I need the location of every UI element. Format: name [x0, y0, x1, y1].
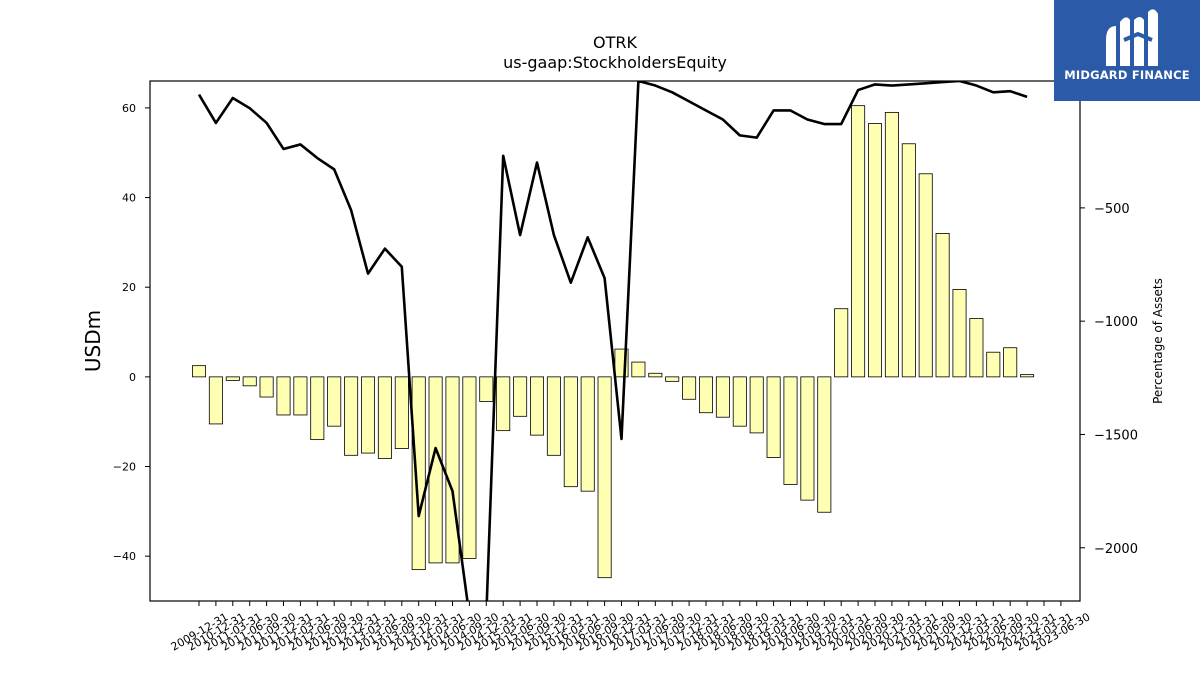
bar-2020-12-31	[884, 111, 899, 378]
bar-2011-06-30	[242, 376, 257, 387]
bar-2016-09-30	[597, 376, 612, 579]
bar-2015-12-31	[546, 376, 561, 456]
chart-subtitle: us-gaap:StockholdersEquity	[503, 53, 727, 72]
line-series	[197, 81, 1028, 601]
y2-tick-label: −2000	[1094, 542, 1138, 557]
bar-2022-09-30	[1003, 347, 1018, 378]
bar-2021-09-30	[935, 233, 950, 378]
bar-2012-12-31	[344, 376, 359, 456]
bar-2019-03-31	[766, 376, 781, 458]
bar-2020-03-31	[834, 308, 849, 378]
y-tick-label: 0	[129, 371, 136, 384]
bar-2020-09-30	[868, 123, 883, 378]
bar-2018-12-31	[749, 376, 764, 434]
bar-2018-09-30	[732, 376, 747, 427]
bar-2017-09-30	[665, 376, 680, 382]
bar-2020-06-30	[851, 105, 866, 378]
bar-2021-06-30	[918, 173, 933, 378]
percentage-of-assets-line	[197, 81, 1028, 601]
bar-2012-09-30	[327, 376, 342, 427]
x-axis: 2009-12-312010-12-312011-03-312011-06-30…	[169, 601, 1092, 654]
y-tick-label: 40	[122, 192, 136, 205]
bar-2011-03-31	[225, 376, 240, 381]
plot-frame	[149, 80, 1081, 602]
bar-2022-06-30	[986, 351, 1001, 378]
y2-axis-label: Percentage of Assets	[1151, 278, 1165, 404]
logo-text: MIDGARD FINANCE	[1064, 68, 1190, 82]
bar-2021-12-31	[952, 289, 967, 378]
y2-tick-label: −1000	[1094, 315, 1138, 330]
bar-2018-06-30	[715, 376, 730, 418]
bar-2013-03-31	[360, 376, 375, 454]
bar-2017-12-31	[682, 376, 697, 400]
bar-2022-12-31	[1020, 374, 1035, 378]
bar-series	[191, 105, 1035, 579]
bar-2019-12-31	[817, 376, 832, 513]
bar-2015-06-30	[513, 376, 528, 417]
y-axis-label: USDm	[81, 310, 105, 372]
bar-2017-03-31	[631, 361, 646, 378]
bar-2017-06-30	[648, 372, 663, 378]
y2-tick-label: −1500	[1094, 428, 1138, 443]
y2-tick-label: −500	[1094, 202, 1130, 217]
bar-2012-03-31	[293, 376, 308, 416]
logo-mark-icon	[1106, 9, 1158, 66]
bar-2019-06-30	[783, 376, 798, 485]
y-axis-left: −40 −20 0 20 40 60	[113, 102, 150, 563]
bar-2011-12-31	[276, 376, 291, 416]
chart-title: OTRK	[593, 33, 637, 52]
midgard-finance-logo: MIDGARD FINANCE	[1054, 0, 1200, 101]
y-tick-label: 60	[122, 102, 136, 115]
bar-2021-03-31	[901, 143, 916, 378]
bar-2015-03-31	[496, 376, 511, 432]
bar-2015-09-30	[530, 376, 545, 436]
bar-2013-06-30	[377, 376, 392, 459]
y-tick-label: −40	[113, 550, 136, 563]
bar-2019-09-30	[800, 376, 815, 501]
bar-2016-06-30	[580, 376, 595, 492]
bar-2016-03-31	[563, 376, 578, 488]
bar-2010-12-31	[208, 376, 223, 425]
bar-2014-09-30	[462, 376, 477, 559]
y-axis-right: −2000−1500−1000−5000	[1080, 89, 1138, 557]
bar-2011-09-30	[259, 376, 274, 398]
bar-2018-03-31	[699, 376, 714, 414]
bar-2013-09-30	[394, 376, 409, 449]
bar-2013-12-31	[411, 376, 426, 571]
bar-2022-03-31	[969, 318, 984, 378]
bar-2014-12-31	[479, 376, 494, 402]
bar-2012-06-30	[310, 376, 325, 441]
bar-2009-12-31	[191, 365, 206, 378]
y-tick-label: −20	[113, 461, 136, 474]
y-tick-label: 20	[122, 281, 136, 294]
bar-2014-06-30	[445, 376, 460, 564]
